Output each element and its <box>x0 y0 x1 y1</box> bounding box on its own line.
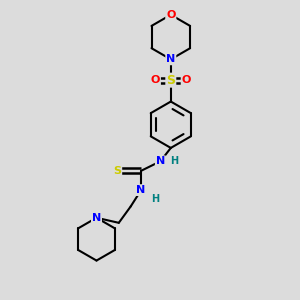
Text: N: N <box>92 213 101 223</box>
Text: H: H <box>151 194 159 204</box>
Text: S: S <box>113 166 121 176</box>
Text: N: N <box>166 54 176 64</box>
Text: O: O <box>166 10 176 20</box>
Text: O: O <box>182 75 191 85</box>
Text: O: O <box>151 75 160 85</box>
Text: S: S <box>166 74 175 87</box>
Text: N: N <box>156 156 165 166</box>
Text: N: N <box>136 185 146 195</box>
Text: H: H <box>170 156 178 166</box>
